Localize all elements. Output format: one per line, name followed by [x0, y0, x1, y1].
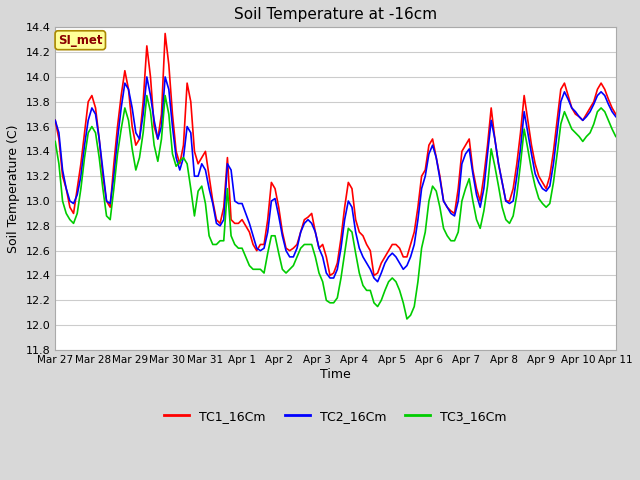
Title: Soil Temperature at -16cm: Soil Temperature at -16cm: [234, 7, 437, 22]
X-axis label: Time: Time: [320, 368, 351, 381]
Text: SI_met: SI_met: [58, 34, 102, 47]
Y-axis label: Soil Temperature (C): Soil Temperature (C): [7, 124, 20, 253]
Legend: TC1_16Cm, TC2_16Cm, TC3_16Cm: TC1_16Cm, TC2_16Cm, TC3_16Cm: [159, 405, 511, 428]
